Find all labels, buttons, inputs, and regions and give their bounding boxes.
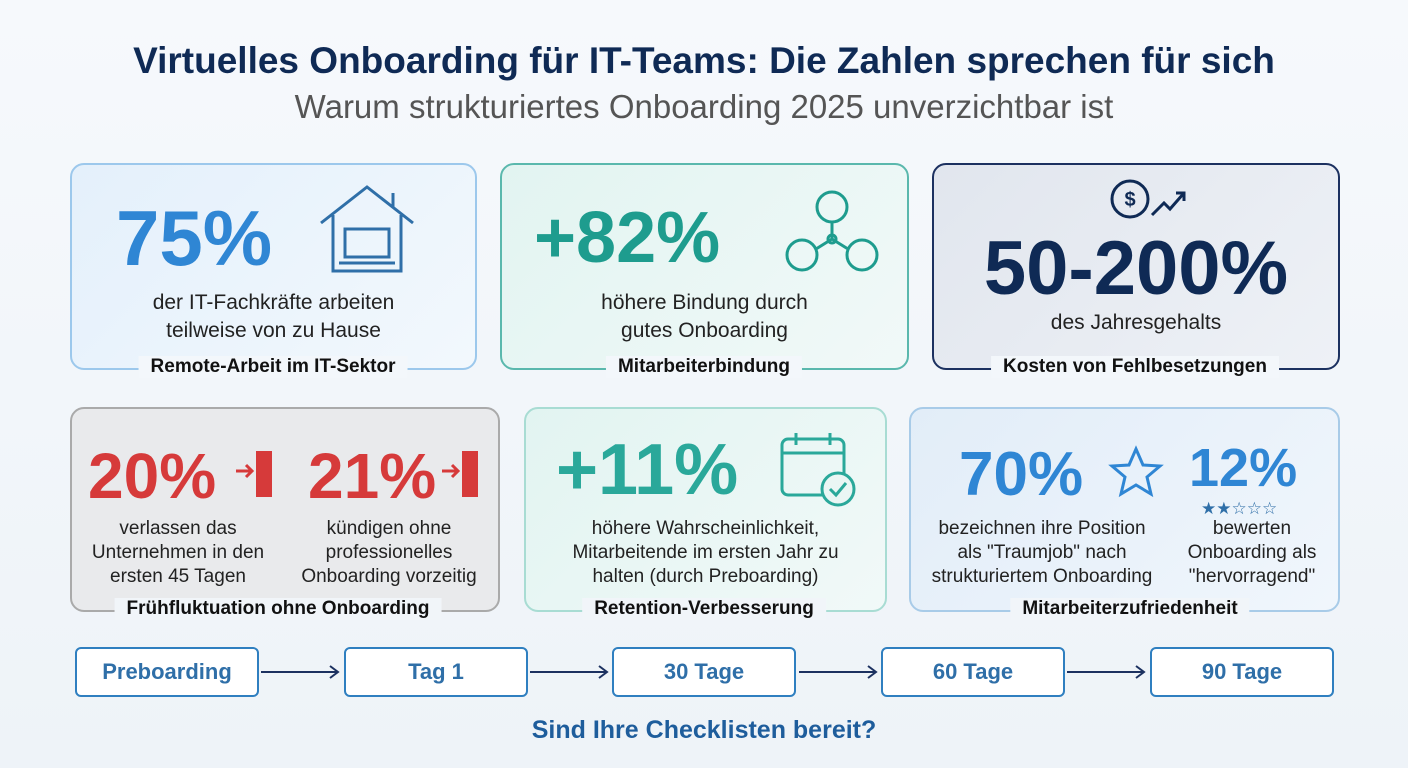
description: verlassen das: [119, 518, 237, 539]
stat: 20%: [88, 440, 217, 512]
svg-text:$: $: [1124, 189, 1135, 211]
card: +11% höhere Wahrscheinlichkeit, Mitarbei…: [524, 407, 887, 612]
stat: +11%: [556, 430, 739, 510]
timeline-step: Preboarding: [75, 647, 259, 697]
stat: 12%: [1189, 438, 1298, 498]
call-to-action: Sind Ihre Checklisten bereit?: [531, 716, 877, 744]
card: 20% 21% verlassen das Unternehmen in den…: [70, 407, 500, 612]
description: kündigen ohne: [326, 518, 452, 539]
description: ersten 45 Tagen: [110, 566, 246, 587]
description: höhere Bindung durch: [601, 291, 808, 314]
description: bezeichnen ihre Position: [938, 518, 1146, 539]
timeline-arrows: [261, 665, 1146, 679]
description: Onboarding vorzeitig: [301, 566, 477, 587]
description: Unternehmen in den: [91, 542, 265, 563]
calendar-icon: [780, 433, 856, 507]
timeline-step: 60 Tage: [881, 647, 1065, 697]
description: strukturiertem Onboarding: [931, 566, 1153, 587]
title: Virtuelles Onboarding für IT-Teams: Die …: [133, 40, 1275, 81]
stat: +82%: [534, 198, 721, 278]
description: "hervorragend": [1188, 566, 1316, 587]
people-icon: [785, 190, 879, 272]
stat: 21%: [308, 440, 437, 512]
description: halten (durch Preboarding): [592, 566, 819, 587]
timeline-step: 30 Tage: [612, 647, 796, 697]
stat: 70%: [959, 440, 1084, 509]
money-icon: $: [1110, 179, 1186, 219]
card: 70% 12% ★★☆☆☆ bezeichnen ihre Position a…: [909, 407, 1340, 612]
description: der IT-Fachkräfte arbeiten: [152, 291, 395, 314]
description: bewerten: [1212, 518, 1292, 539]
card: 75% der IT-Fachkräfte arbeiten teilweise…: [70, 163, 477, 370]
card-label: Retention-Verbesserung: [582, 598, 826, 620]
card-label: Mitarbeiterzufriedenheit: [1010, 598, 1250, 620]
rating-stars: ★★☆☆☆: [1201, 499, 1277, 517]
description: des Jahresgehalts: [1050, 311, 1222, 334]
description: Mitarbeitende im ersten Jahr zu: [572, 542, 839, 563]
card-label: Frühfluktuation ohne Onboarding: [114, 598, 442, 620]
exit-icon: [236, 451, 272, 497]
card: +82% höhere Bindung durch gutes Onboardi…: [500, 163, 909, 370]
description: professionelles: [325, 542, 453, 563]
card-label: Remote-Arbeit im IT-Sektor: [138, 356, 408, 378]
description: teilweise von zu Hause: [166, 319, 381, 342]
card: $ 50-200% des Jahresgehalts: [932, 163, 1340, 370]
description: höhere Wahrscheinlichkeit,: [591, 518, 820, 539]
stat: 75%: [116, 194, 273, 282]
stat: 50-200%: [983, 226, 1289, 311]
card-label: Kosten von Fehlbesetzungen: [991, 356, 1279, 378]
description: als "Traumjob" nach: [957, 542, 1127, 563]
star-icon: [1108, 445, 1164, 498]
timeline-step: Tag 1: [344, 647, 528, 697]
description: Onboarding als: [1187, 542, 1317, 563]
timeline-step: 90 Tage: [1150, 647, 1334, 697]
description: gutes Onboarding: [621, 319, 788, 342]
card-label: Mitarbeiterbindung: [605, 356, 803, 378]
subtitle: Warum strukturiertes Onboarding 2025 unv…: [294, 88, 1114, 125]
exit-icon: [442, 451, 478, 497]
house-icon: [320, 185, 414, 273]
svg-text:★★☆☆☆: ★★☆☆☆: [1201, 499, 1277, 517]
